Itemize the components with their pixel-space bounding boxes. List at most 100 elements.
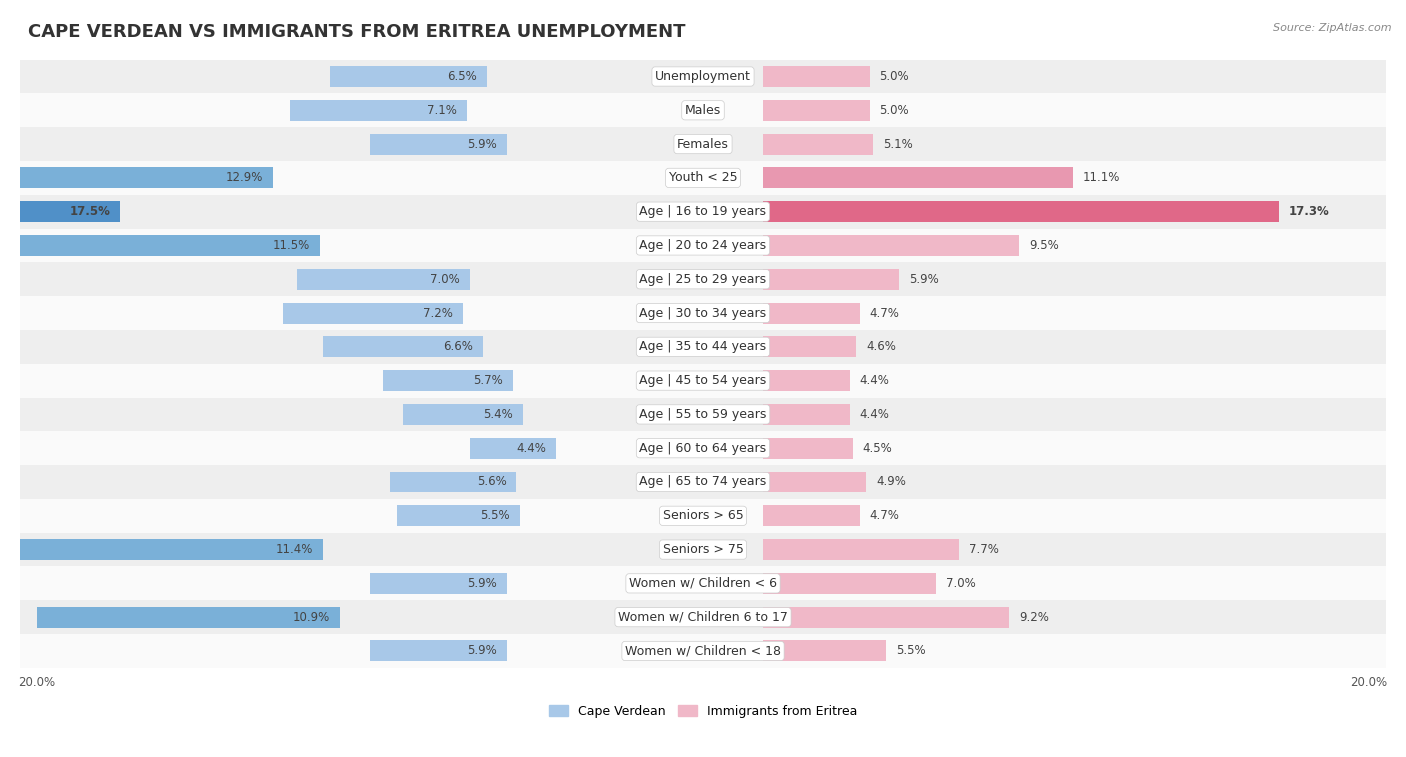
Bar: [20, 566, 1386, 600]
Bar: [37, 606, 340, 628]
Text: Age | 55 to 59 years: Age | 55 to 59 years: [640, 408, 766, 421]
Text: 17.5%: 17.5%: [69, 205, 110, 218]
Text: Women w/ Children < 18: Women w/ Children < 18: [626, 644, 780, 657]
Bar: [763, 370, 849, 391]
Text: 9.5%: 9.5%: [1029, 239, 1059, 252]
Bar: [20, 397, 1386, 431]
Bar: [763, 438, 853, 459]
Bar: [330, 66, 486, 87]
Text: Age | 25 to 29 years: Age | 25 to 29 years: [640, 273, 766, 285]
Text: Women w/ Children < 6: Women w/ Children < 6: [628, 577, 778, 590]
Text: Age | 65 to 74 years: Age | 65 to 74 years: [640, 475, 766, 488]
Bar: [20, 161, 1386, 195]
Text: 5.4%: 5.4%: [484, 408, 513, 421]
Bar: [763, 606, 1010, 628]
Bar: [0, 167, 273, 188]
Bar: [763, 269, 900, 290]
Bar: [20, 431, 1386, 465]
Text: 7.0%: 7.0%: [430, 273, 460, 285]
Bar: [763, 201, 1279, 222]
Text: 4.5%: 4.5%: [863, 441, 893, 455]
Bar: [323, 336, 484, 357]
Bar: [763, 133, 873, 154]
Bar: [763, 100, 869, 121]
Text: 5.0%: 5.0%: [880, 104, 910, 117]
Bar: [763, 66, 869, 87]
Bar: [0, 201, 120, 222]
Bar: [763, 336, 856, 357]
Bar: [20, 195, 1386, 229]
Text: Youth < 25: Youth < 25: [669, 171, 737, 185]
Bar: [20, 330, 1386, 363]
Text: 5.1%: 5.1%: [883, 138, 912, 151]
Text: Women w/ Children 6 to 17: Women w/ Children 6 to 17: [619, 611, 787, 624]
Text: 7.2%: 7.2%: [423, 307, 453, 319]
Text: Age | 20 to 24 years: Age | 20 to 24 years: [640, 239, 766, 252]
Text: CAPE VERDEAN VS IMMIGRANTS FROM ERITREA UNEMPLOYMENT: CAPE VERDEAN VS IMMIGRANTS FROM ERITREA …: [28, 23, 686, 41]
Text: 10.9%: 10.9%: [292, 611, 330, 624]
Text: Age | 30 to 34 years: Age | 30 to 34 years: [640, 307, 766, 319]
Bar: [470, 438, 557, 459]
Bar: [20, 600, 1386, 634]
Text: 20.0%: 20.0%: [1351, 676, 1388, 690]
Bar: [370, 573, 506, 593]
Text: Females: Females: [678, 138, 728, 151]
Bar: [20, 363, 1386, 397]
Bar: [404, 404, 523, 425]
Bar: [297, 269, 470, 290]
Bar: [20, 93, 1386, 127]
Bar: [389, 472, 516, 493]
Text: Seniors > 65: Seniors > 65: [662, 509, 744, 522]
Text: Unemployment: Unemployment: [655, 70, 751, 83]
Bar: [20, 127, 1386, 161]
Text: 5.9%: 5.9%: [467, 577, 496, 590]
Bar: [20, 296, 1386, 330]
Text: 6.5%: 6.5%: [447, 70, 477, 83]
Text: 4.9%: 4.9%: [876, 475, 905, 488]
Legend: Cape Verdean, Immigrants from Eritrea: Cape Verdean, Immigrants from Eritrea: [544, 699, 862, 723]
Text: Males: Males: [685, 104, 721, 117]
Text: Seniors > 75: Seniors > 75: [662, 543, 744, 556]
Text: 4.4%: 4.4%: [516, 441, 547, 455]
Text: Age | 60 to 64 years: Age | 60 to 64 years: [640, 441, 766, 455]
Bar: [396, 506, 520, 526]
Text: 4.4%: 4.4%: [859, 374, 890, 387]
Text: 5.5%: 5.5%: [481, 509, 510, 522]
Text: 9.2%: 9.2%: [1019, 611, 1049, 624]
Bar: [763, 404, 849, 425]
Bar: [20, 499, 1386, 533]
Bar: [20, 634, 1386, 668]
Bar: [763, 640, 886, 662]
Bar: [370, 133, 506, 154]
Bar: [763, 235, 1019, 256]
Text: 4.4%: 4.4%: [859, 408, 890, 421]
Bar: [20, 465, 1386, 499]
Text: 11.5%: 11.5%: [273, 239, 309, 252]
Bar: [763, 472, 866, 493]
Text: 5.7%: 5.7%: [474, 374, 503, 387]
Bar: [284, 303, 463, 323]
Text: 5.5%: 5.5%: [896, 644, 925, 657]
Text: 17.3%: 17.3%: [1289, 205, 1330, 218]
Text: 7.0%: 7.0%: [946, 577, 976, 590]
Text: 4.7%: 4.7%: [869, 307, 900, 319]
Text: 5.9%: 5.9%: [910, 273, 939, 285]
Bar: [384, 370, 513, 391]
Bar: [0, 235, 321, 256]
Text: 5.9%: 5.9%: [467, 644, 496, 657]
Text: Age | 16 to 19 years: Age | 16 to 19 years: [640, 205, 766, 218]
Bar: [763, 506, 859, 526]
Bar: [290, 100, 467, 121]
Text: 11.1%: 11.1%: [1083, 171, 1121, 185]
Text: 4.6%: 4.6%: [866, 341, 896, 354]
Bar: [763, 303, 859, 323]
Text: 5.9%: 5.9%: [467, 138, 496, 151]
Text: 6.6%: 6.6%: [443, 341, 474, 354]
Text: Source: ZipAtlas.com: Source: ZipAtlas.com: [1274, 23, 1392, 33]
Bar: [763, 167, 1073, 188]
Text: Age | 35 to 44 years: Age | 35 to 44 years: [640, 341, 766, 354]
Bar: [370, 640, 506, 662]
Bar: [20, 60, 1386, 93]
Bar: [20, 229, 1386, 263]
Text: 5.6%: 5.6%: [477, 475, 506, 488]
